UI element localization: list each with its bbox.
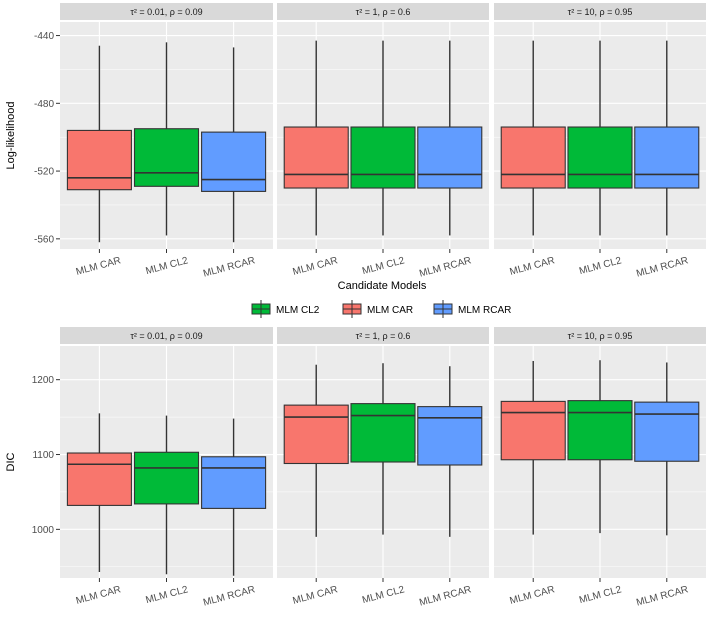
x-tick-label: MLM CAR: [509, 584, 556, 607]
x-tick-label: MLM RCAR: [202, 584, 256, 608]
box: [201, 456, 267, 509]
box: [350, 403, 416, 463]
y-tick-label: 1100: [32, 450, 54, 461]
legend-label: MLM CL2: [276, 305, 320, 316]
x-tick-label: MLM CL2: [578, 255, 623, 277]
x-tick-label: MLM RCAR: [202, 255, 256, 279]
y-axis-title: Log-likelihood: [5, 102, 17, 170]
box: [417, 126, 483, 189]
facet-strip: [60, 3, 273, 20]
x-tick-label: MLM CL2: [578, 584, 623, 606]
box: [500, 126, 566, 189]
legend-label: MLM RCAR: [458, 305, 511, 316]
x-tick-label: MLM RCAR: [418, 584, 472, 608]
x-tick-label: MLM CAR: [509, 255, 556, 278]
box: [133, 128, 200, 187]
y-tick-label: 1000: [32, 525, 55, 536]
x-axis-title: Candidate Models: [338, 280, 427, 292]
facet-strip: [494, 3, 706, 20]
box: [634, 401, 700, 462]
y-tick-label: -480: [34, 99, 54, 110]
y-tick-label: 1200: [32, 375, 55, 386]
x-tick-label: MLM CL2: [145, 255, 190, 277]
facet-strip-label: τ² = 1, ρ = 0.6: [356, 7, 411, 17]
facet-strip: [277, 327, 489, 344]
y-axis-title: DIC: [5, 452, 17, 471]
box: [283, 404, 349, 465]
box: [133, 451, 200, 505]
box: [66, 129, 132, 191]
x-tick-label: MLM CAR: [75, 584, 122, 607]
box: [350, 126, 416, 189]
legend-label: MLM CAR: [367, 305, 413, 316]
x-tick-label: MLM CL2: [361, 584, 406, 606]
x-tick-label: MLM CL2: [361, 255, 406, 277]
facet-strip-label: τ² = 1, ρ = 0.6: [356, 331, 411, 341]
facet-strip-label: τ² = 0.01, ρ = 0.09: [130, 7, 202, 17]
y-tick-label: -560: [34, 234, 54, 245]
box: [567, 126, 633, 189]
box: [567, 400, 633, 461]
facet-strip-label: τ² = 0.01, ρ = 0.09: [130, 331, 202, 341]
x-tick-label: MLM CAR: [75, 255, 122, 278]
box: [500, 400, 566, 461]
x-tick-label: MLM CAR: [292, 255, 339, 278]
x-tick-label: MLM RCAR: [635, 255, 689, 279]
box: [634, 126, 700, 189]
facet-strip: [277, 3, 489, 20]
y-tick-label: -440: [34, 31, 54, 42]
x-tick-label: MLM RCAR: [635, 584, 689, 608]
facet-strip-label: τ² = 10, ρ = 0.95: [568, 7, 633, 17]
facet-strip: [60, 327, 273, 344]
facet-strip-label: τ² = 10, ρ = 0.95: [568, 331, 633, 341]
y-tick-label: -520: [34, 167, 54, 178]
x-tick-label: MLM CL2: [145, 584, 190, 606]
x-tick-label: MLM RCAR: [418, 255, 472, 279]
box: [66, 452, 132, 506]
box: [417, 406, 483, 466]
facet-strip: [494, 327, 706, 344]
box: [283, 126, 349, 189]
box: [201, 131, 267, 192]
x-tick-label: MLM CAR: [292, 584, 339, 607]
